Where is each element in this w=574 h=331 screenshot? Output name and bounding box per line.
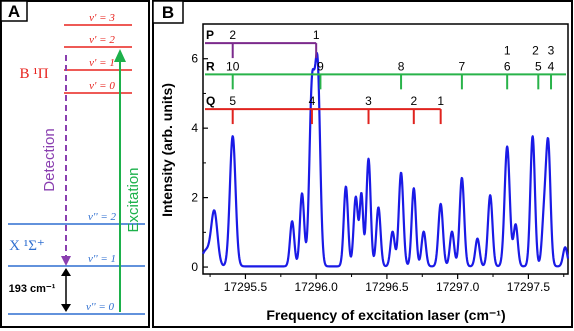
branch-P-label: P (206, 28, 214, 42)
upper-level-label-3: v' = 3 (89, 12, 115, 24)
upper-state-label: B ¹Π (19, 66, 48, 82)
y-tick-label: 0 (191, 260, 198, 274)
upper-level-label-2: v' = 2 (89, 34, 115, 46)
branch-R-tick-label: 4 (548, 59, 555, 73)
branch-Q-label: Q (206, 94, 215, 108)
excitation-arrow-head (114, 49, 126, 62)
energy-gap-label: 193 cm⁻¹ (9, 283, 56, 295)
x-tick-label: 17297.0 (436, 280, 480, 294)
branch-R-tick-label: 8 (398, 59, 405, 73)
branch-R-tick-label: 5 (535, 59, 542, 73)
lower-level-label-2: v'' = 2 (88, 211, 117, 223)
excitation-label: Excitation (125, 167, 142, 232)
detection-label: Detection (41, 128, 58, 191)
panel-a-frame (0, 0, 150, 328)
x-tick-label: 17295.5 (224, 280, 268, 294)
branch-R-tick-label: 9 (317, 59, 324, 73)
y-tick-label: 6 (191, 52, 198, 66)
branch-R-upper-label: 3 (548, 43, 555, 57)
branch-R-tick-label: 10 (226, 59, 240, 73)
branch-R-upper-label: 2 (532, 43, 539, 57)
lower-state-label: X ¹Σ⁺ (9, 238, 45, 254)
y-axis-label: Intensity (arb. units) (159, 83, 175, 217)
branch-P-tick-label: 2 (229, 28, 236, 42)
energy-gap-arrow-head-top (61, 268, 71, 276)
branch-Q-tick-label: 5 (229, 94, 236, 108)
branch-Q-tick-label: 3 (365, 94, 372, 108)
panel-a-energy-diagram: A v' = 3 v' = 2 v' = 1 v' = 0 B ¹Π v'' =… (0, 0, 150, 328)
plot-frame (202, 23, 569, 275)
lower-state-levels: v'' = 2 v'' = 1 v'' = 0 (8, 211, 145, 315)
panel-b-spectrum: B Intensity (arb. units) Frequency of ex… (152, 0, 573, 328)
branch-Q-tick-label: 4 (309, 94, 316, 108)
branch-Q-tick-label: 2 (410, 94, 417, 108)
upper-level-label-0: v' = 0 (89, 80, 115, 92)
energy-gap-arrow-head-bottom (61, 304, 71, 312)
branch-R-label: R (206, 59, 215, 73)
x-tick-label: 17296.0 (294, 280, 338, 294)
upper-level-label-1: v' = 1 (89, 57, 115, 69)
lower-level-label-1: v'' = 1 (88, 253, 116, 265)
upper-state-levels: v' = 3 v' = 2 v' = 1 v' = 0 (64, 12, 132, 94)
panel-b-label: B (162, 3, 174, 22)
x-tick-label: 17297.5 (507, 280, 551, 294)
branch-R-upper-label: 1 (504, 43, 511, 57)
branch-R-tick-label: 7 (459, 59, 466, 73)
panel-b-label-box (152, 0, 184, 24)
branch-Q-tick-label: 1 (437, 94, 444, 108)
lower-level-label-0: v'' = 0 (86, 301, 115, 313)
panel-a-label-box (0, 0, 28, 22)
branch-P-tick-label: 1 (313, 28, 320, 42)
x-tick-label: 17296.5 (365, 280, 409, 294)
x-axis-label: Frequency of excitation laser (cm⁻¹) (266, 307, 505, 323)
branch-R-tick-label: 6 (504, 59, 511, 73)
panel-a-label: A (8, 2, 20, 21)
panel-b-frame (152, 0, 573, 328)
y-tick-label: 4 (191, 121, 198, 135)
detection-arrow-head (61, 256, 71, 266)
spectrum-line (202, 51, 570, 268)
y-tick-label: 2 (191, 191, 198, 205)
